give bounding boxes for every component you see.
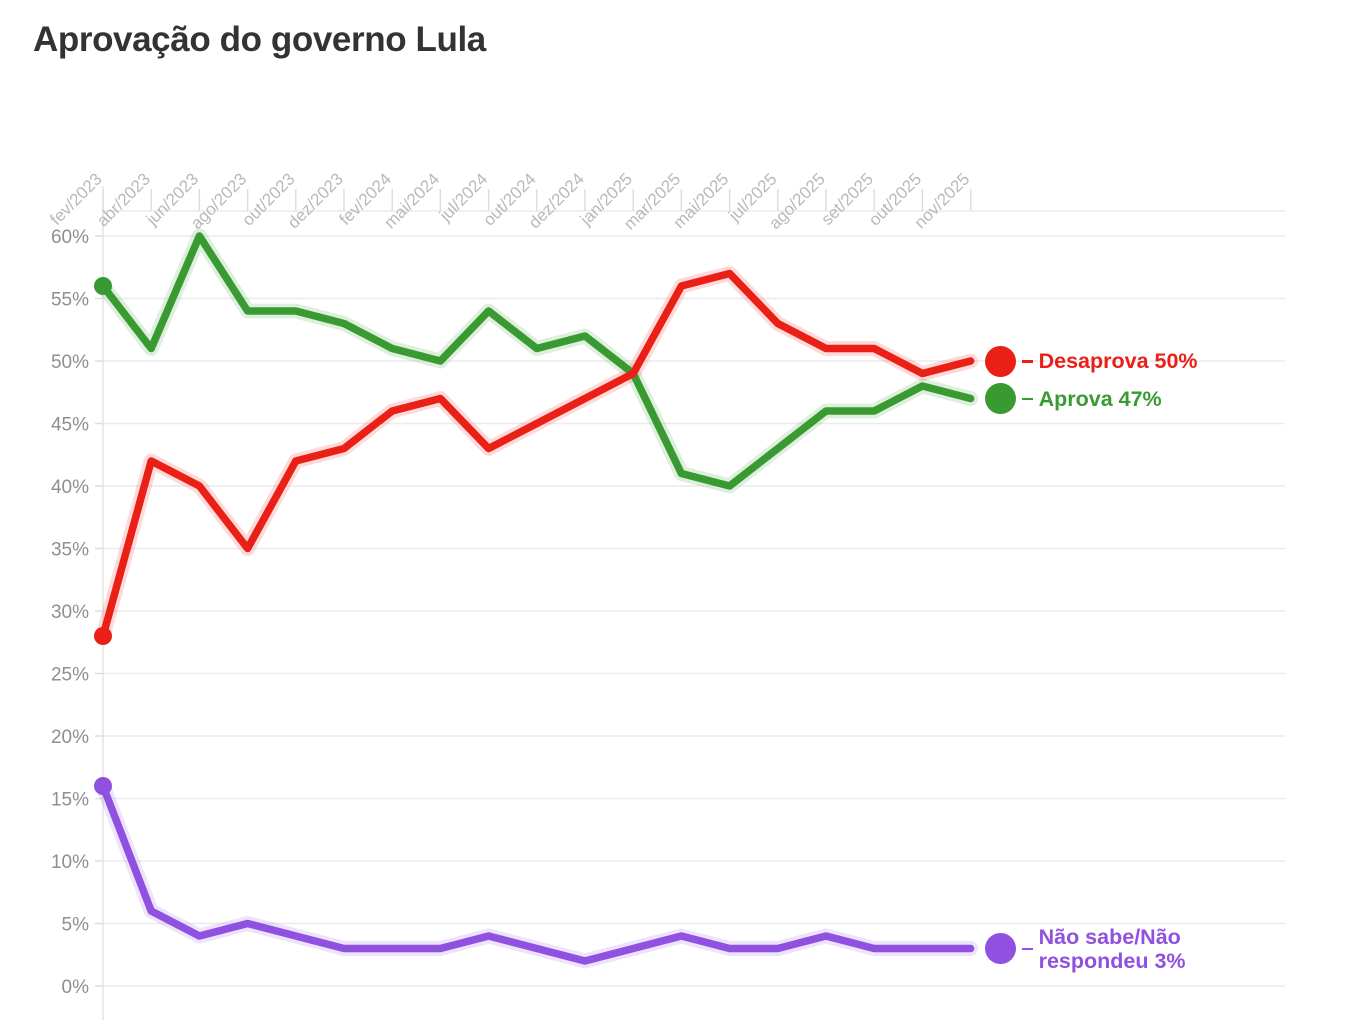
series-start-dot — [94, 777, 112, 795]
legend-label-nao-sabe[interactable]: Não sabe/Não respondeu 3% — [1038, 924, 1186, 973]
series-line-desaprova[interactable] — [99, 269, 975, 640]
ytick-label: 25% — [51, 665, 89, 686]
ytick-label: 15% — [51, 790, 89, 811]
page-title: Aprovação do governo Lula — [33, 20, 486, 59]
legend-dash-nao-sabe-icon — [1021, 947, 1033, 950]
ytick-label: 50% — [51, 352, 89, 373]
ytick-label: 35% — [51, 540, 89, 561]
series-start-dot — [94, 627, 112, 645]
ytick-label: 0% — [62, 977, 90, 998]
legend-dot-desaprova-icon — [984, 345, 1016, 377]
series-start-dot — [94, 277, 112, 295]
series-halo-não — [95, 778, 979, 969]
ytick-labels-group: 0% 5% 10% 15% 20% 25% 30% 35% 40% 45% 50% 55% 60% — [51, 227, 103, 998]
ytick-label: 30% — [51, 602, 89, 623]
xtick-labels-group: fev/2023abr/2023jun/2023ago/2023out/2023… — [46, 169, 973, 233]
legend-dot-aprova-icon — [984, 383, 1016, 414]
series-line-não[interactable] — [99, 782, 975, 965]
series-lines-group — [99, 232, 975, 965]
ytick-label: 20% — [51, 727, 89, 748]
ytick-label: 5% — [62, 915, 90, 936]
ytick-label: 40% — [51, 477, 89, 498]
ytick-label: 45% — [51, 415, 89, 436]
legend-label-desaprova[interactable]: Desaprova 50% — [1038, 349, 1198, 373]
ytick-label: 55% — [51, 290, 89, 311]
series-endpoint-dots-group — [94, 277, 112, 795]
ytick-label: 10% — [51, 852, 89, 873]
gridlines-group — [102, 186, 1285, 1020]
legend-dash-desaprova-icon — [1021, 360, 1033, 363]
legend-dash-aprova-icon — [1021, 397, 1033, 400]
legend-label-aprova[interactable]: Aprova 47% — [1038, 386, 1162, 411]
xtick-marks-group — [102, 189, 972, 211]
ytick-label: 60% — [51, 227, 89, 248]
series-halo-desaprova — [95, 266, 979, 644]
legend-dot-nao-sabe-icon — [984, 933, 1016, 964]
series-line-aprova[interactable] — [99, 232, 975, 490]
